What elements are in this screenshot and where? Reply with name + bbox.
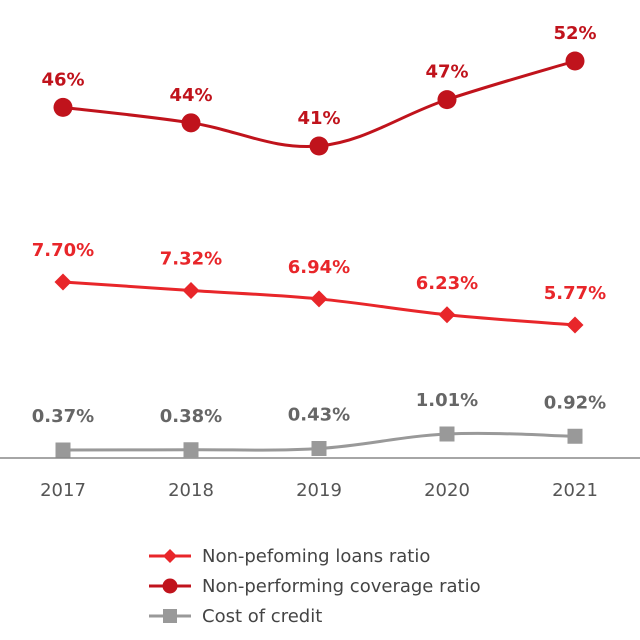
series-layer: 46% 44% 41% 47% 52% 7.70% 7.32% 6.94% 6.23% 5.77%… (32, 23, 606, 458)
legend-item: Non-pefoming loans ratio (148, 541, 481, 571)
data-point-circle (181, 113, 201, 133)
x-tick-label: 2018 (168, 480, 214, 501)
series-cost-of-credit: 0.37% 0.38% 0.43% 1.01% 0.92% (32, 390, 606, 458)
data-point-square (439, 426, 455, 442)
legend-key-diamond-icon (149, 549, 191, 563)
x-tick-label: 2019 (296, 480, 342, 501)
data-point-square (567, 428, 583, 444)
data-point-diamond (182, 281, 200, 299)
data-point-square (183, 442, 199, 458)
data-label: 44% (169, 85, 212, 106)
data-label: 7.70% (32, 240, 94, 261)
x-tick-labels: 2017 2018 2019 2020 2021 (40, 480, 598, 501)
data-label: 46% (41, 69, 84, 90)
x-tick-label: 2021 (552, 480, 598, 501)
data-point-circle (309, 136, 329, 156)
series-non-pefoming-loans-ratio: 7.70% 7.32% 6.94% 6.23% 5.77% (32, 240, 606, 334)
data-point-diamond (310, 290, 328, 308)
x-tick-label: 2020 (424, 480, 470, 501)
legend-item: Cost of credit (148, 601, 481, 631)
data-point-diamond (566, 316, 584, 334)
x-tick-label: 2017 (40, 480, 86, 501)
legend-label: Non-performing coverage ratio (202, 575, 481, 597)
data-label: 47% (425, 62, 468, 83)
data-point-circle (565, 51, 585, 71)
series-line (62, 59, 576, 149)
data-label: 0.38% (160, 406, 222, 427)
data-label: 0.92% (544, 392, 606, 413)
data-point-diamond (54, 273, 72, 291)
series-non-performing-coverage-ratio: 46% 44% 41% 47% 52% (41, 23, 597, 156)
legend-key-circle-icon (149, 578, 191, 594)
data-label: 5.77% (544, 283, 606, 304)
legend-label: Cost of credit (202, 605, 323, 627)
data-label: 6.23% (416, 273, 478, 294)
data-label: 1.01% (416, 390, 478, 411)
data-point-square (55, 442, 71, 458)
data-point-circle (53, 97, 73, 117)
data-label: 52% (553, 23, 596, 44)
data-point-diamond (438, 306, 456, 324)
legend-label: Non-pefoming loans ratio (202, 545, 431, 567)
data-label: 0.43% (288, 405, 350, 426)
legend: Non-pefoming loans ratio Non-performing c… (148, 541, 481, 631)
data-label: 6.94% (288, 257, 350, 278)
data-point-square (311, 441, 327, 456)
data-point-circle (437, 90, 457, 110)
legend-item: Non-performing coverage ratio (148, 571, 481, 601)
data-label: 7.32% (160, 248, 222, 269)
data-label: 41% (297, 108, 340, 129)
data-label: 0.37% (32, 406, 94, 427)
legend-key-square-icon (149, 609, 191, 623)
